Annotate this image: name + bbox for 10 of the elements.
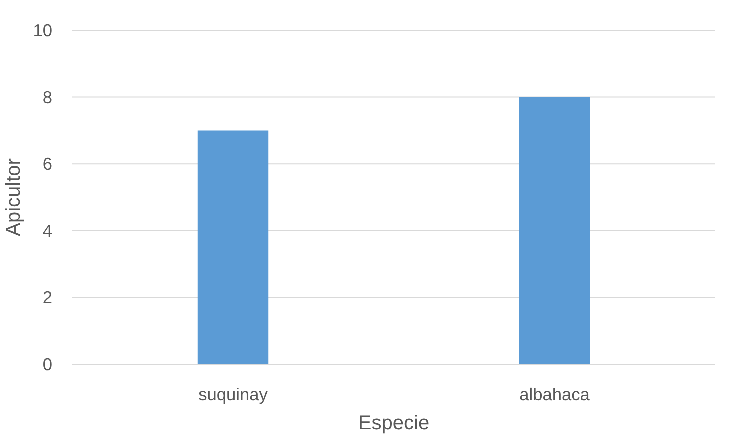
y-tick-label: 6 [42, 154, 53, 174]
x-tick-label: suquinay [198, 384, 268, 404]
y-tick-label: 8 [42, 87, 53, 108]
y-tick-label: 10 [33, 20, 53, 40]
y-tick-label: 2 [42, 288, 53, 308]
y-tick-label: 0 [42, 354, 53, 374]
x-axis-title: Especie [358, 412, 430, 434]
x-tick-label: albahaca [520, 384, 590, 404]
y-tick-label: 4 [42, 220, 53, 241]
y-axis-title: Apicultor [3, 158, 26, 236]
